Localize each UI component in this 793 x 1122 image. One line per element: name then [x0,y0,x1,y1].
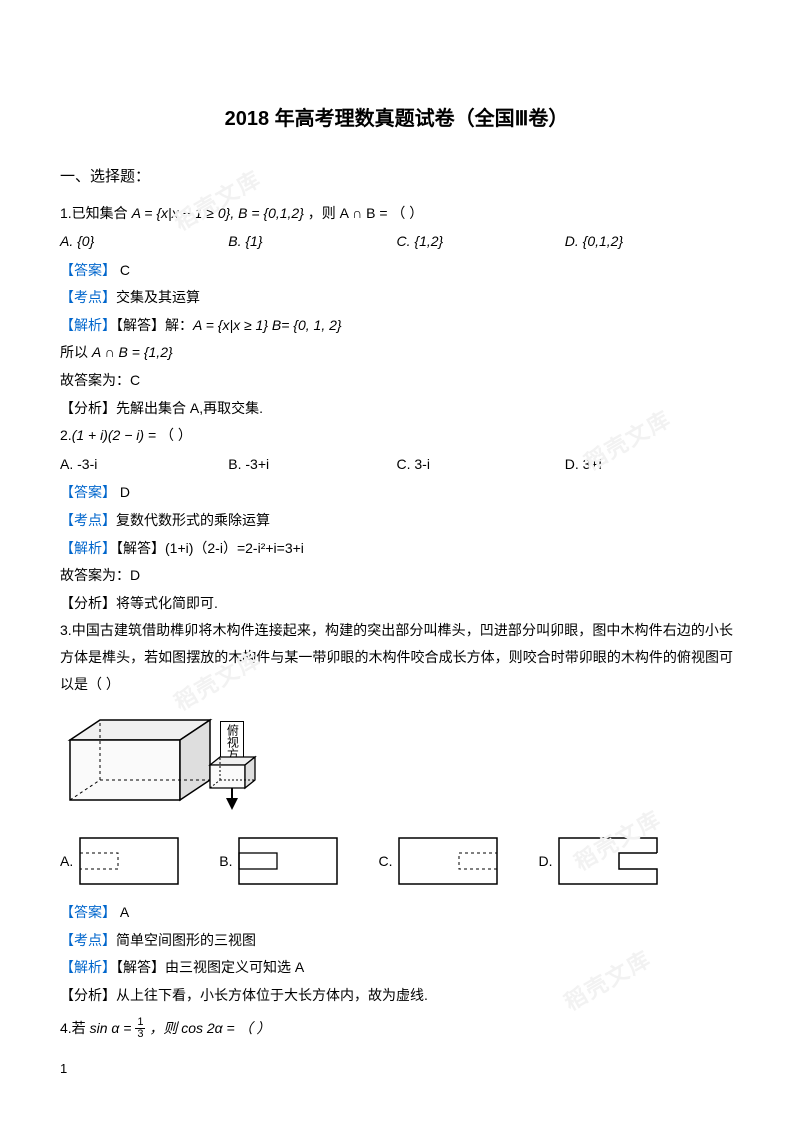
q3-point: 【考点】简单空间图形的三视图 [60,927,733,954]
q3-figure: 俯视方向 [60,705,733,825]
answer-value: D [116,484,130,500]
q3-analysis: 【解析】【解答】由三视图定义可知选 A [60,954,733,981]
q3-figB-svg [238,837,338,885]
q4-fraction: 13 [135,1017,145,1040]
q1-stem-prefix: 1.已知集合 [60,205,132,221]
page-title: 2018 年高考理数真题试卷（全国Ⅲ卷） [60,100,733,138]
q2-answer: 【答案】 D [60,479,733,506]
q1-line2-prefix: 所以 [60,344,92,360]
q1-choice-d: D. {0,1,2} [565,228,733,255]
answer-label: 【答案】 [60,262,116,278]
analysis-prefix: 【解答】解： [116,317,193,333]
q1-analysis: 【解析】【解答】解：A = {x|x ≥ 1} B= {0, 1, 2} [60,312,733,339]
q2-choice-b: B. -3+i [228,451,396,478]
analysis-label: 【解析】 [60,540,116,556]
point-label: 【考点】 [60,932,116,948]
q1-point: 【考点】交集及其运算 [60,284,733,311]
q3-figD: D. [538,837,658,885]
q2-stem-suffix: （ ） [160,427,192,443]
q3-figD-svg [558,837,658,885]
q3-figB: B. [219,837,338,885]
q4-math2: ，则 cos 2α = （ ） [145,1020,270,1036]
q2-stem: 2.(1 + i)(2 − i) = （ ） [60,422,733,449]
q3-figA-svg [79,837,179,885]
answer-value: C [116,262,130,278]
q2-analysis: 【解析】【解答】(1+i)（2-i）=2-i²+i=3+i [60,535,733,562]
q1-choice-a: A. {0} [60,228,228,255]
answer-value: A [116,904,129,920]
q3-figB-label: B. [219,848,232,875]
point-value: 简单空间图形的三视图 [116,932,256,948]
analysis-math: A = {x|x ≥ 1} B= {0, 1, 2} [193,317,342,333]
q3-answer: 【答案】 A [60,899,733,926]
q2-choices: A. -3-i B. -3+i C. 3-i D. 3+i [60,451,733,478]
q1-choice-b: B. {1} [228,228,396,255]
q3-figA: A. [60,837,179,885]
q3-figA-label: A. [60,848,73,875]
point-value: 交集及其运算 [116,289,200,305]
q1-stem-suffix: ，则 A ∩ B = （ ） [304,205,423,221]
analysis-body: 【解答】(1+i)（2-i）=2-i²+i=3+i [116,540,304,556]
q3-figD-label: D. [538,848,552,875]
point-label: 【考点】 [60,289,116,305]
q3-line2: 【分析】从上往下看，小长方体位于大长方体内，故为虚线. [60,982,733,1009]
q2-choice-c: C. 3-i [397,451,565,478]
q4-prefix: 4.若 [60,1020,90,1036]
q1-line4: 【分析】先解出集合 A,再取交集. [60,395,733,422]
q4-math1: sin α = [90,1020,136,1036]
q3-stem: 3.中国古建筑借助榫卯将木构件连接起来，构建的突出部分叫榫头，凹进部分叫卯眼，图… [60,617,733,697]
analysis-body: 【解答】由三视图定义可知选 A [116,959,304,975]
analysis-label: 【解析】 [60,959,116,975]
point-label: 【考点】 [60,512,116,528]
q2-point: 【考点】复数代数形式的乘除运算 [60,507,733,534]
q1-choices: A. {0} B. {1} C. {1,2} D. {0,1,2} [60,228,733,255]
answer-label: 【答案】 [60,904,116,920]
q2-choice-d: D. 3+i [565,451,733,478]
point-value: 复数代数形式的乘除运算 [116,512,270,528]
q2-stem-math: (1 + i)(2 − i) = [72,427,160,443]
answer-label: 【答案】 [60,484,116,500]
q3-figC-label: C. [378,848,392,875]
frac-den: 3 [135,1029,145,1040]
q2-line3: 【分析】将等式化简即可. [60,590,733,617]
q1-line3: 故答案为：C [60,367,733,394]
q1-stem-math: A = {x|x − 1 ≥ 0}, B = {0,1,2} [132,205,304,221]
q1-choice-c: C. {1,2} [397,228,565,255]
q1-line2-math: A ∩ B = {1,2} [92,344,173,360]
section-heading: 一、选择题： [60,163,733,192]
q1-stem: 1.已知集合 A = {x|x − 1 ≥ 0}, B = {0,1,2} ，则… [60,200,733,227]
q3-figC-svg [398,837,498,885]
q3-main-figure-svg [60,705,270,825]
analysis-label: 【解析】 [60,317,116,333]
q3-figC: C. [378,837,498,885]
q2-line2: 故答案为：D [60,562,733,589]
q4-stem: 4.若 sin α = 13 ，则 cos 2α = （ ） [60,1015,733,1042]
q2-stem-prefix: 2. [60,427,72,443]
q3-choice-figures: A. B. C. D. [60,837,733,885]
q1-line2: 所以 A ∩ B = {1,2} [60,339,733,366]
q1-answer: 【答案】 C [60,257,733,284]
q2-choice-a: A. -3-i [60,451,228,478]
page-number: 1 [60,1057,67,1082]
